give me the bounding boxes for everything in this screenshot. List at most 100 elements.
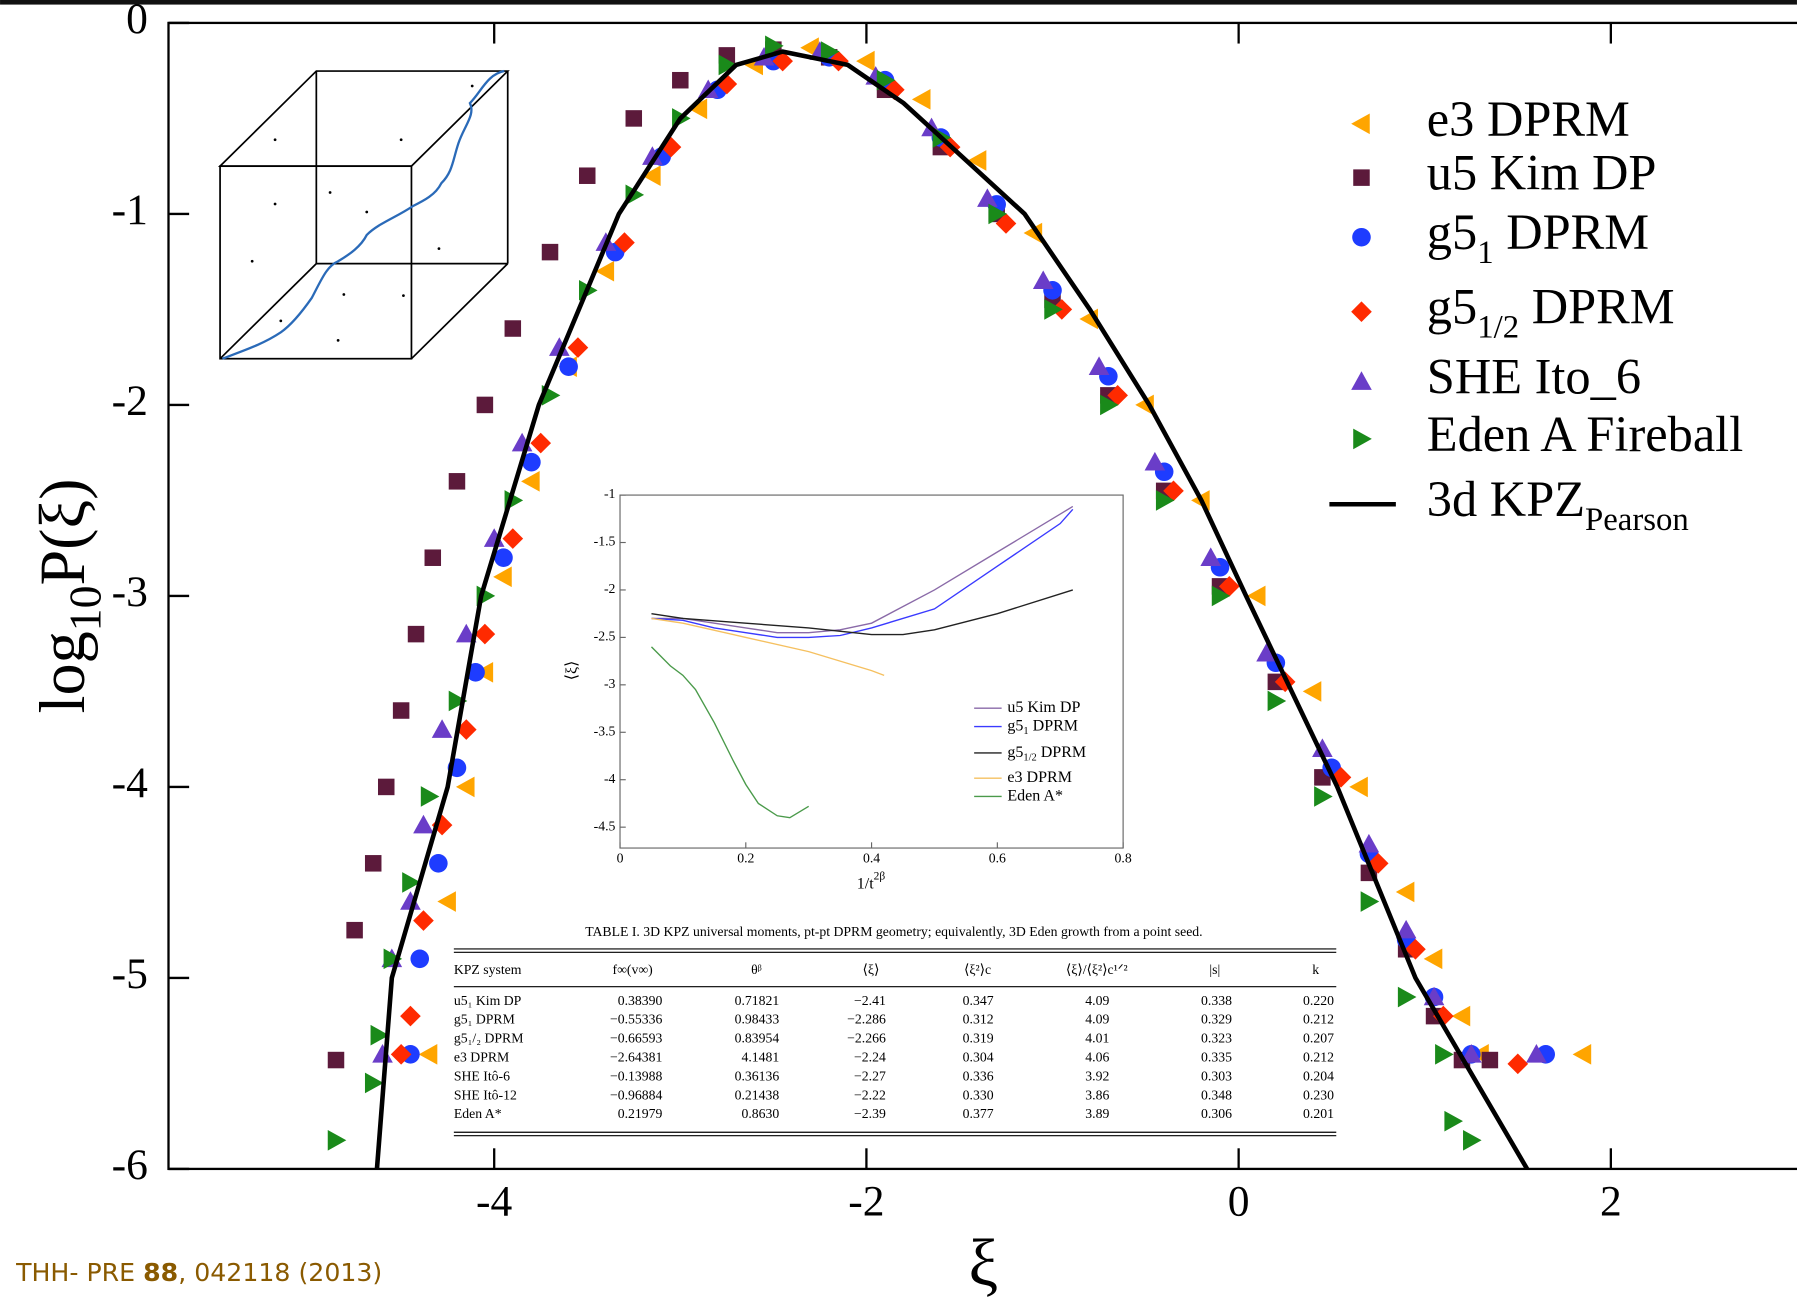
legend-label-end: DPRM (1041, 744, 1086, 761)
x-tick-label: 0 (617, 851, 624, 866)
y-tick-label: -1 (604, 486, 616, 501)
legend-label: u5 Kim DP (1007, 699, 1080, 716)
legend-entry: 3d KPZPearson (1329, 471, 1689, 537)
inset-line (651, 617, 885, 676)
point (383, 948, 403, 970)
y-tick-label: -5 (112, 950, 148, 998)
x-tick-label: 0.2 (737, 851, 754, 866)
point (1267, 690, 1287, 712)
legend-entry: g51/2 DPRM (1351, 278, 1675, 345)
legend-entry: g51 DPRM (1352, 204, 1649, 271)
point (407, 625, 425, 643)
inset-line (650, 646, 810, 819)
point (642, 146, 663, 165)
legend-label: e3 DPRM (1007, 769, 1072, 786)
point (820, 41, 840, 62)
legend-label: e3 DPRM (1427, 90, 1630, 146)
table-cell: 0.377 (963, 1106, 994, 1121)
point (1219, 576, 1240, 597)
point (429, 854, 448, 873)
point (455, 776, 475, 798)
point (765, 35, 784, 57)
point (1463, 1129, 1482, 1151)
point (1314, 786, 1333, 807)
table-header: ⟨ξ²⟩c (964, 962, 991, 977)
x-axis-label-text: 1/t (857, 875, 874, 892)
point (392, 702, 410, 719)
point (977, 188, 998, 207)
table-header: ⟨ξ⟩ (863, 962, 880, 977)
table-cell: 0.335 (1201, 1049, 1232, 1064)
legend-label-text: SHE Ito_6 (1427, 348, 1641, 404)
y-axis-label-text: log (27, 631, 98, 713)
point (1351, 301, 1372, 323)
legend-entry: u5 Kim DP (1353, 144, 1656, 200)
series (374, 49, 1530, 1169)
point (402, 872, 421, 893)
point (1351, 371, 1372, 390)
point (1135, 394, 1154, 416)
point (1032, 270, 1054, 290)
y-tick-label: -2 (112, 377, 148, 425)
y-tick-label: -4 (604, 771, 616, 786)
table-header: |s| (1209, 962, 1220, 977)
table-cell: 0.220 (1303, 993, 1334, 1008)
point (1200, 547, 1222, 566)
point (1433, 1005, 1454, 1027)
point (1397, 986, 1417, 1008)
x-tick-label: 2 (1600, 1178, 1622, 1226)
point (1023, 222, 1043, 244)
citation-text: THH- PRE (15, 1258, 135, 1287)
table-cell: −0.96884 (610, 1087, 663, 1102)
series (327, 35, 1482, 1151)
point (549, 337, 570, 356)
table-cell: 3.89 (1085, 1106, 1109, 1121)
legend-entry: Eden A Fireball (1353, 405, 1743, 461)
point (1256, 642, 1277, 662)
point (541, 243, 559, 261)
point (431, 719, 453, 738)
inset-line (651, 508, 1074, 639)
legend-label: g51 DPRM (1427, 204, 1649, 271)
table-cell: 0.8630 (742, 1106, 780, 1121)
point (466, 663, 485, 682)
y-tick-label: -3.5 (594, 723, 616, 738)
y-tick-label: -1.5 (594, 534, 616, 549)
x-tick-label: 0.4 (863, 851, 880, 866)
cube-dots (250, 84, 474, 342)
table-cell: 4.01 (1085, 1031, 1109, 1046)
citation-volume: 88 (143, 1258, 178, 1287)
table-header: f∞(v∞) (613, 962, 653, 978)
point (1572, 1044, 1592, 1065)
x-axis-label: 1/t2β (857, 870, 886, 892)
legend-label-text: e3 DPRM (1427, 90, 1630, 146)
y-tick-label: -2.5 (594, 629, 616, 644)
table-header: θᵝ (751, 962, 762, 977)
point (504, 320, 522, 337)
legend-label-space (1494, 204, 1507, 260)
cube-edge (219, 262, 317, 360)
table-cell: 4.06 (1085, 1049, 1109, 1064)
legend-label-text: 3d KPZ (1427, 471, 1585, 527)
table-cell: −2.286 (847, 1012, 886, 1027)
point (1423, 948, 1443, 970)
table-cell: −2.22 (854, 1087, 886, 1102)
point (1360, 891, 1380, 912)
table-cell: −2.64381 (610, 1049, 663, 1064)
point (672, 71, 689, 89)
table-cell: SHE Itô-12 (454, 1087, 517, 1102)
legend-label-end: DPRM (1532, 278, 1675, 334)
y-axis-label: ⟨ξ⟩ (564, 661, 581, 681)
point (578, 167, 596, 184)
legend-label-end: DPRM (1033, 717, 1078, 734)
point (476, 396, 494, 414)
legend-label: g51/2 DPRM (1007, 744, 1086, 764)
table-cell: −0.66593 (610, 1031, 663, 1046)
table-cell: 4.1481 (742, 1049, 780, 1064)
x-axis-label: ξ (968, 1227, 998, 1300)
point (364, 1072, 384, 1094)
point (400, 1005, 421, 1027)
point (1351, 113, 1370, 135)
point (410, 949, 430, 969)
